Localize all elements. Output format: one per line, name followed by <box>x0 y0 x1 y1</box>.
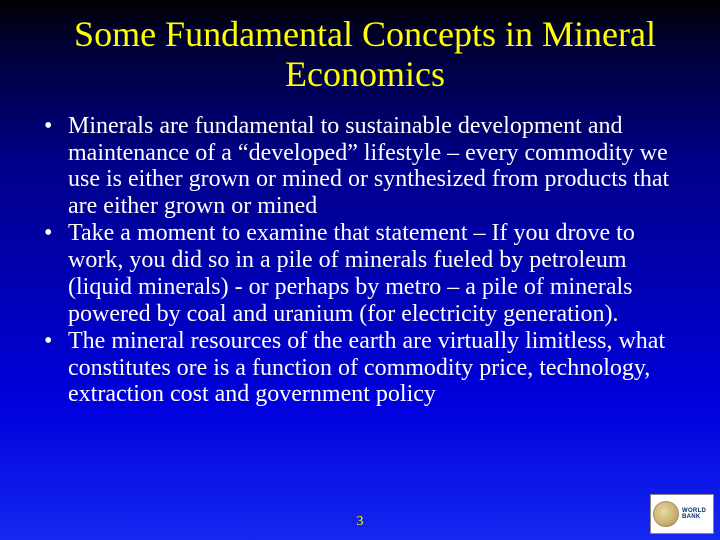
bullet-item: Minerals are fundamental to sustainable … <box>40 113 686 221</box>
globe-icon <box>653 501 679 527</box>
slide-number: 3 <box>0 514 720 530</box>
slide-title: Some Fundamental Concepts in Mineral Eco… <box>40 14 690 95</box>
bullet-item: The mineral resources of the earth are v… <box>40 328 686 409</box>
bullet-list: Minerals are fundamental to sustainable … <box>40 113 690 409</box>
logo-text-line2: BANK <box>682 514 706 520</box>
slide: Some Fundamental Concepts in Mineral Eco… <box>0 0 720 540</box>
world-bank-logo: WORLD BANK <box>650 494 714 534</box>
logo-text: WORLD BANK <box>682 508 706 521</box>
bullet-item: Take a moment to examine that statement … <box>40 220 686 328</box>
